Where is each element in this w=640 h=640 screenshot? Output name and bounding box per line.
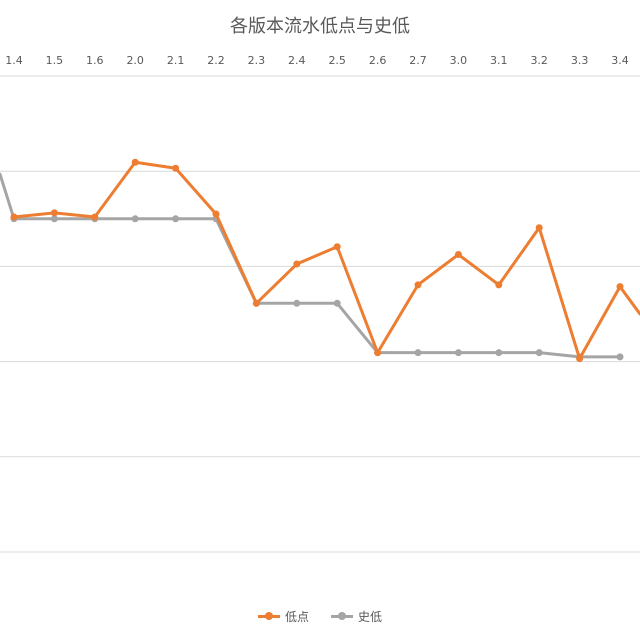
x-tick-label: 2.4 xyxy=(288,54,306,67)
data-point-historic-low xyxy=(293,299,301,307)
series-line-historic-low xyxy=(0,172,622,359)
data-point-low xyxy=(172,164,180,172)
x-tick-label: 1.4 xyxy=(5,54,23,67)
data-point-low xyxy=(454,251,462,258)
x-tick-label: 3.0 xyxy=(450,54,468,67)
data-point-low xyxy=(414,281,422,289)
legend-swatch-low xyxy=(257,612,280,620)
chart-title: 各版本流水低点与史低 xyxy=(230,16,410,37)
legend-swatch-historic-low xyxy=(331,612,353,620)
x-tick-label: 2.6 xyxy=(369,54,387,67)
x-tick-label: 2.3 xyxy=(248,54,266,67)
x-tick-label: 3.2 xyxy=(530,54,548,67)
x-tick-label: 2.0 xyxy=(126,54,144,67)
data-point-historic-low xyxy=(454,349,462,357)
data-point-low xyxy=(535,224,543,232)
data-point-historic-low xyxy=(131,215,139,223)
data-point-historic-low xyxy=(50,215,58,223)
data-point-low xyxy=(333,243,341,251)
data-point-low xyxy=(10,213,18,221)
data-point-low xyxy=(212,210,220,218)
legend: 低点 史低 xyxy=(0,608,640,625)
data-point-historic-low xyxy=(172,215,180,223)
x-tick-label: 3.3 xyxy=(571,54,589,67)
x-tick-label: 3.4 xyxy=(611,54,629,67)
data-point-low xyxy=(616,283,624,291)
data-point-historic-low xyxy=(495,349,503,357)
data-point-low xyxy=(252,299,260,307)
x-tick-label: 2.5 xyxy=(328,54,346,67)
data-point-historic-low xyxy=(616,353,624,361)
data-point-historic-low xyxy=(414,349,422,357)
data-point-low xyxy=(374,349,382,357)
data-point-low xyxy=(131,158,139,166)
legend-item-historic-low[interactable]: 史低 xyxy=(331,608,382,625)
x-tick-label: 1.5 xyxy=(46,54,64,67)
x-tick-label: 1.6 xyxy=(86,54,104,67)
data-point-low xyxy=(576,355,584,363)
data-point-historic-low xyxy=(333,299,341,307)
data-point-historic-low xyxy=(535,349,543,357)
data-point-low xyxy=(293,260,301,268)
data-point-low xyxy=(50,209,58,217)
series-line-low xyxy=(12,160,640,361)
legend-label-low: 低点 xyxy=(284,610,309,624)
x-tick-label: 2.7 xyxy=(409,54,427,67)
x-tick-label: 3.1 xyxy=(490,54,508,67)
data-point-low xyxy=(495,281,503,289)
legend-label-historic-low: 史低 xyxy=(358,610,383,624)
data-point-low xyxy=(91,213,99,221)
legend-item-low[interactable]: 低点 xyxy=(257,608,309,625)
x-tick-label: 2.2 xyxy=(207,54,225,67)
x-tick-label: 2.1 xyxy=(167,54,185,67)
